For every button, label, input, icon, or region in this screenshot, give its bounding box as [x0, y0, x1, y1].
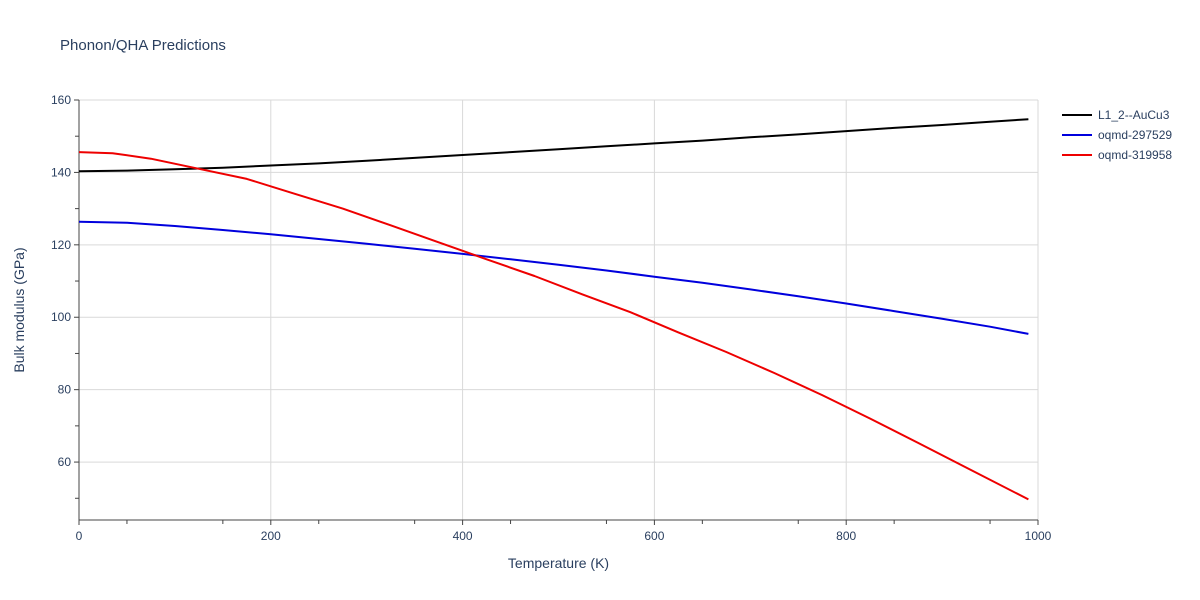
- gridlines: [79, 99, 1039, 520]
- legend-label: oqmd-319958: [1098, 148, 1172, 162]
- series-line-oqmd-319958: [78, 151, 1029, 501]
- y-axis-title: Bulk modulus (GPa): [11, 247, 27, 372]
- x-axis: 0 200 400 600 800 1000: [76, 519, 1052, 543]
- x-tick-label: 0: [76, 529, 83, 543]
- y-tick-label: 160: [51, 93, 71, 107]
- y-tick-label: 120: [51, 238, 71, 252]
- legend[interactable]: L1_2--AuCu3 oqmd-297529 oqmd-319958: [1062, 108, 1172, 162]
- x-tick-label: 1000: [1025, 529, 1052, 543]
- y-tick-label: 100: [51, 310, 71, 324]
- y-tick-label: 140: [51, 165, 71, 179]
- legend-label: L1_2--AuCu3: [1098, 108, 1170, 122]
- chart-title: Phonon/QHA Predictions: [60, 37, 226, 54]
- x-tick-label: 200: [261, 529, 281, 543]
- x-tick-label: 400: [453, 529, 473, 543]
- x-tick-label: 600: [644, 529, 664, 543]
- legend-item[interactable]: oqmd-319958: [1062, 148, 1172, 162]
- y-axis: 60 80 100 120 140 160: [51, 93, 80, 520]
- y-tick-label: 80: [58, 383, 72, 397]
- y-tick-label: 60: [58, 455, 72, 469]
- x-axis-title: Temperature (K): [508, 555, 609, 571]
- series-layer: [78, 118, 1029, 501]
- series-line-oqmd-297529: [78, 220, 1029, 335]
- legend-label: oqmd-297529: [1098, 128, 1172, 142]
- legend-item[interactable]: L1_2--AuCu3: [1062, 108, 1170, 122]
- series-line-l1-2-aucu3: [78, 118, 1029, 173]
- x-tick-label: 800: [836, 529, 856, 543]
- legend-item[interactable]: oqmd-297529: [1062, 128, 1172, 142]
